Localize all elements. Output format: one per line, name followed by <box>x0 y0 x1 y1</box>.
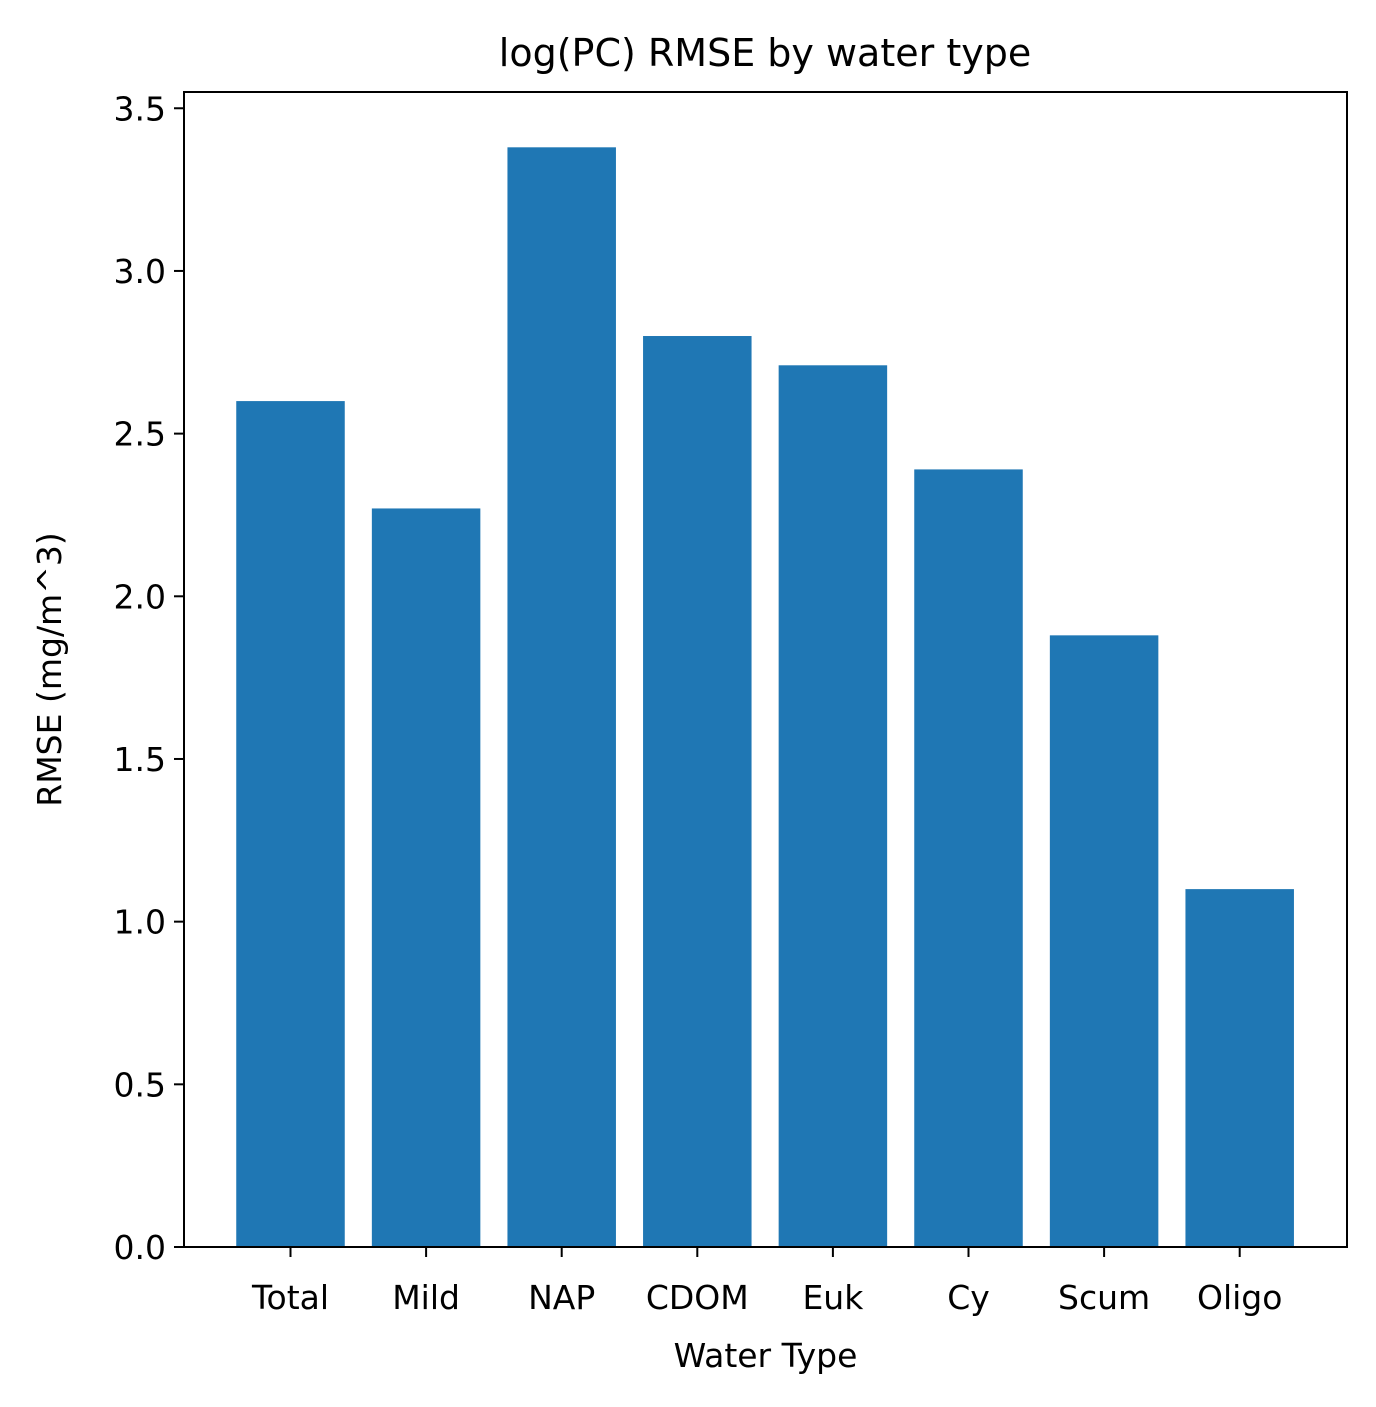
bar-nap <box>507 147 616 1248</box>
bar-total <box>236 401 345 1248</box>
x-tick-label: Mild <box>392 1278 460 1317</box>
x-axis-ticks: Total Mild NAP CDOM Euk Cy Scum Oligo <box>251 1247 1282 1317</box>
x-axis-label: Water Type <box>674 1336 858 1375</box>
plot-frame <box>183 91 1348 1248</box>
y-tick-label: 1.0 <box>114 903 166 942</box>
x-tick-label: Euk <box>802 1278 864 1317</box>
bar-oligo <box>1185 889 1294 1247</box>
bar-scum <box>1049 635 1159 1247</box>
x-tick-label: Oligo <box>1197 1278 1282 1317</box>
y-tick-label: 3.0 <box>114 252 166 291</box>
y-tick-label: 2.0 <box>114 577 166 616</box>
y-axis-ticks: 0.0 0.5 1.0 1.5 2.0 2.5 3.0 3.5 <box>114 89 184 1267</box>
x-tick-label: NAP <box>528 1278 595 1317</box>
y-tick-label: 2.5 <box>114 415 166 454</box>
bars-group <box>236 147 1294 1248</box>
bar-mild <box>371 508 481 1248</box>
chart-title: log(PC) RMSE by water type <box>499 31 1031 75</box>
x-tick-label: Cy <box>947 1278 990 1317</box>
x-tick-label: Total <box>251 1278 329 1317</box>
y-axis-label: RMSE (mg/m^3) <box>30 532 69 806</box>
bar-cdom <box>643 336 752 1247</box>
y-tick-label: 0.0 <box>114 1228 166 1267</box>
x-tick-label: CDOM <box>646 1278 749 1317</box>
y-tick-label: 0.5 <box>114 1065 166 1104</box>
x-tick-label: Scum <box>1058 1278 1150 1317</box>
y-tick-label: 3.5 <box>114 89 166 128</box>
bar-cy <box>914 469 1023 1247</box>
bar-euk <box>778 365 888 1247</box>
y-tick-label: 1.5 <box>114 740 166 779</box>
